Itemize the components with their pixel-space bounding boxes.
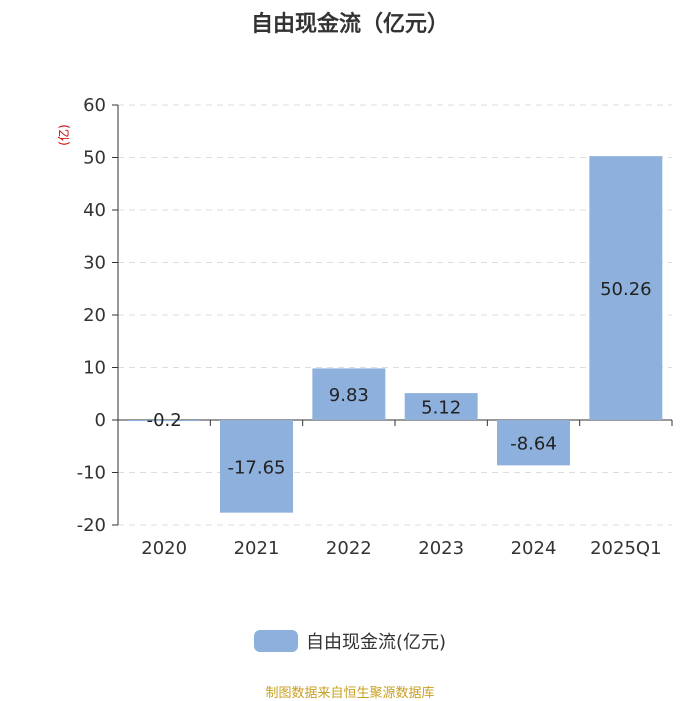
y-tick-label: 60 (83, 95, 106, 116)
data-label: -0.2 (147, 410, 182, 431)
source-note: 制图数据来自恒生聚源数据库 (265, 686, 435, 701)
y-unit-label: (亿) (56, 124, 71, 145)
x-tick-label: 2020 (141, 538, 187, 559)
bar-2023 (404, 393, 478, 420)
data-label: 9.83 (329, 385, 369, 406)
legend[interactable]: 自由现金流(亿元) (0, 628, 700, 654)
y-tick-label: -20 (77, 515, 106, 536)
y-tick-label: 10 (83, 358, 106, 379)
data-label: -8.64 (510, 434, 557, 455)
x-tick-label: 2022 (326, 538, 372, 559)
chart-title: 自由现金流（亿元） (250, 12, 449, 37)
y-tick-label: 20 (83, 305, 106, 326)
bar-2022 (312, 368, 386, 420)
y-tick-label: -10 (77, 463, 106, 484)
legend-swatch (253, 630, 298, 652)
data-labels: -0.2 -17.65 9.83 5.12 -8.64 50.26 (147, 279, 652, 478)
y-tick-label: 50 (83, 148, 106, 169)
y-tick-label: 0 (95, 410, 106, 431)
x-tick-label: 2021 (234, 538, 280, 559)
data-label: 50.26 (600, 279, 652, 300)
bar-2020 (127, 420, 201, 422)
data-label: -17.65 (227, 457, 285, 478)
x-tick-label: 2025Q1 (590, 538, 661, 559)
y-tick-label: 40 (83, 200, 106, 221)
x-tick-label: 2023 (418, 538, 464, 559)
grid-lines (118, 104, 672, 526)
bar-2025Q1 (589, 156, 663, 420)
bars (127, 156, 663, 513)
legend-label: 自由现金流(亿元) (305, 632, 447, 653)
bar-2021 (220, 420, 293, 513)
axes: 60 50 40 30 20 10 0 -10 -20 2020 2021 2022 2023 2024 2… (77, 95, 673, 559)
data-label: 5.12 (421, 398, 461, 419)
bar-2024 (497, 420, 570, 466)
y-tick-label: 30 (83, 253, 106, 274)
x-tick-label: 2024 (511, 538, 557, 559)
